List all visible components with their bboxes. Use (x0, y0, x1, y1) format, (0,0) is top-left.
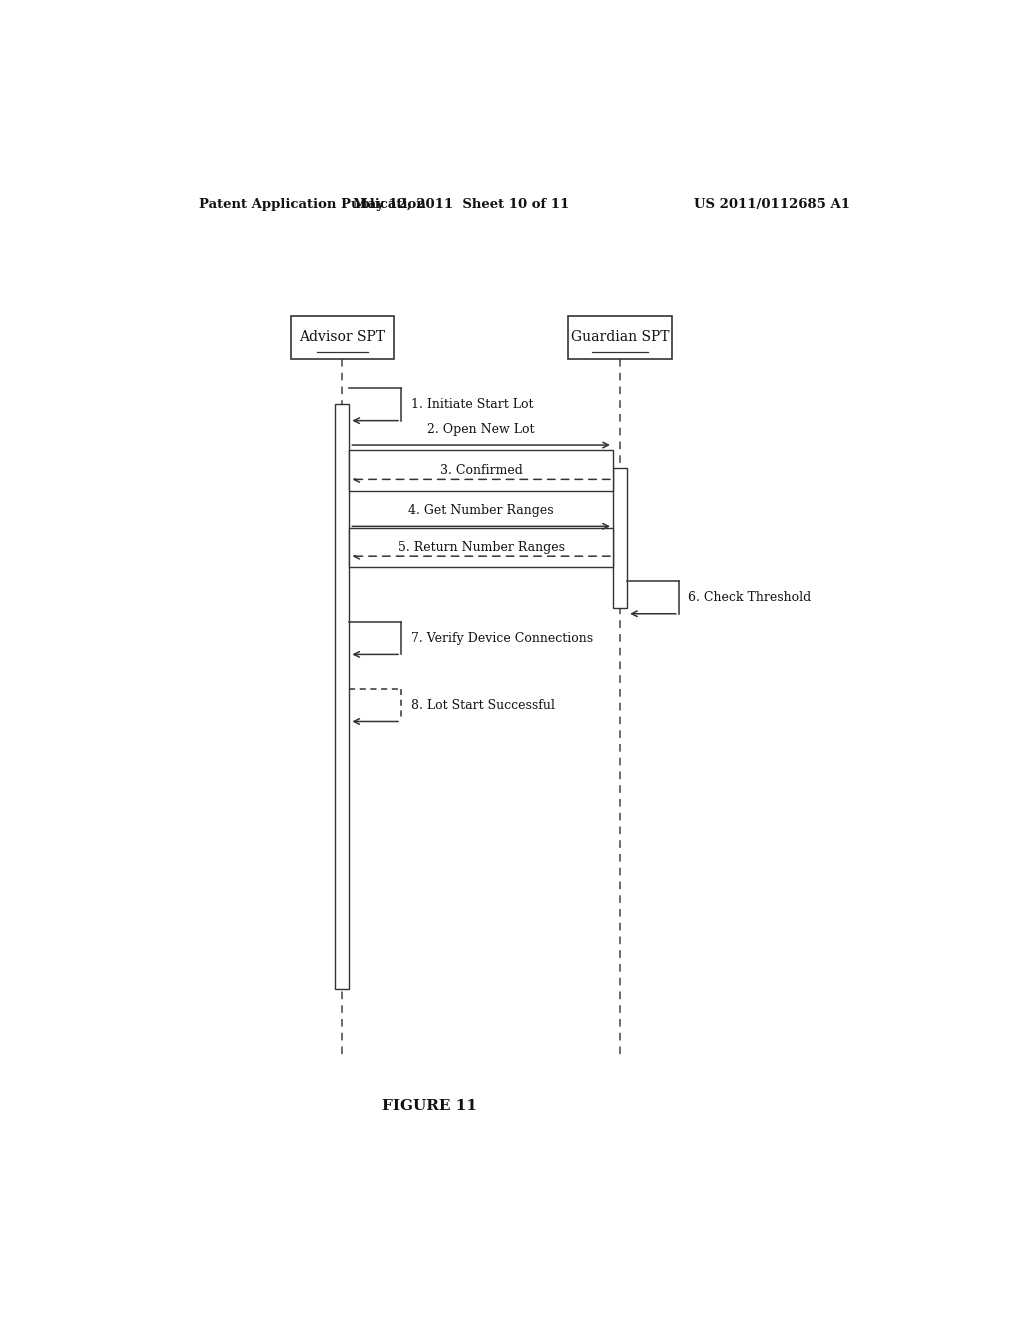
Text: FIGURE 11: FIGURE 11 (382, 1098, 477, 1113)
Text: 1. Initiate Start Lot: 1. Initiate Start Lot (411, 397, 534, 411)
Text: 6. Check Threshold: 6. Check Threshold (688, 591, 812, 605)
Text: US 2011/0112685 A1: US 2011/0112685 A1 (694, 198, 850, 211)
FancyBboxPatch shape (335, 404, 349, 989)
FancyBboxPatch shape (349, 528, 613, 568)
Text: 3. Confirmed: 3. Confirmed (439, 463, 522, 477)
Text: May 12, 2011  Sheet 10 of 11: May 12, 2011 Sheet 10 of 11 (353, 198, 569, 211)
FancyBboxPatch shape (613, 469, 627, 607)
Text: 4. Get Number Ranges: 4. Get Number Ranges (409, 504, 554, 517)
Text: 8. Lot Start Successful: 8. Lot Start Successful (411, 698, 554, 711)
FancyBboxPatch shape (291, 315, 394, 359)
Text: Patent Application Publication: Patent Application Publication (200, 198, 426, 211)
Text: Guardian SPT: Guardian SPT (570, 330, 670, 345)
FancyBboxPatch shape (568, 315, 672, 359)
Text: Advisor SPT: Advisor SPT (299, 330, 385, 345)
Text: 2. Open New Lot: 2. Open New Lot (427, 422, 535, 436)
FancyBboxPatch shape (349, 450, 613, 491)
Text: 7. Verify Device Connections: 7. Verify Device Connections (411, 632, 593, 644)
Text: 5. Return Number Ranges: 5. Return Number Ranges (397, 541, 564, 554)
